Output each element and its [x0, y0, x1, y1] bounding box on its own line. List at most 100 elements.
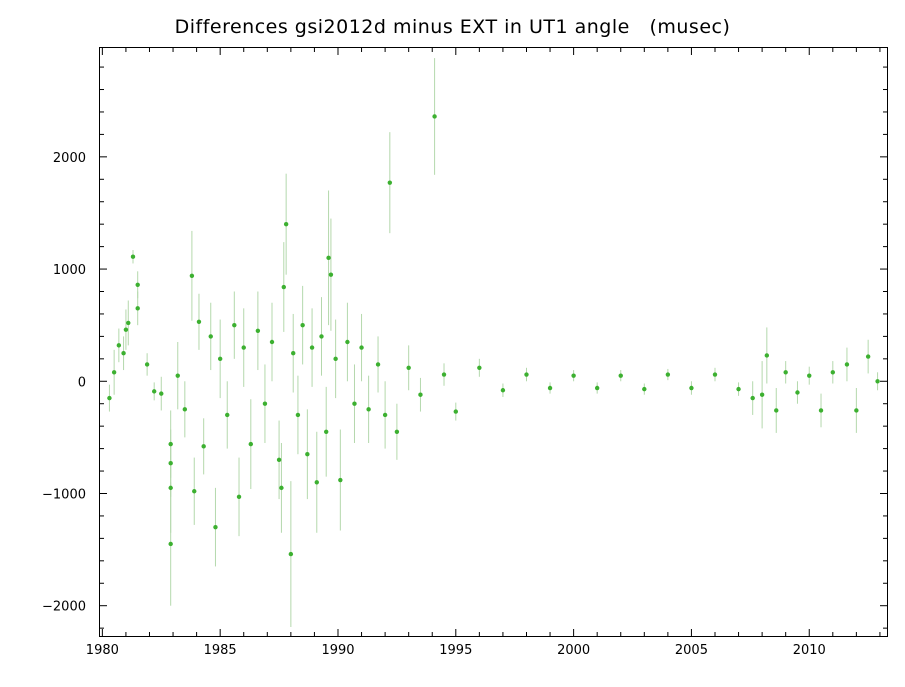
data-point: [500, 388, 506, 393]
data-point: [406, 365, 411, 371]
data-point: [642, 386, 647, 392]
data-point: [865, 354, 871, 359]
data-point: [844, 362, 850, 367]
data-point: [121, 351, 126, 356]
data-point: [665, 372, 671, 377]
data-point: [338, 477, 343, 483]
data-point: [168, 541, 173, 547]
data-point: [382, 412, 388, 418]
data-point: [107, 395, 112, 401]
data-point: [830, 370, 836, 375]
data-point: [168, 485, 173, 491]
data-point: [453, 409, 458, 414]
label-layer: 1980 1985 1990 1995 2000 2005 2010 −2000 −1000 0 1…: [42, 151, 826, 658]
data-point: [281, 284, 286, 290]
data-point: [111, 370, 117, 375]
data-point: [418, 392, 423, 397]
data-point: [168, 441, 173, 447]
data-point: [319, 334, 324, 339]
y-tick-label: −1000: [42, 487, 86, 502]
data-point: [175, 373, 180, 378]
data-point: [571, 373, 576, 378]
data-point: [295, 412, 301, 418]
tick-layer: [100, 48, 887, 636]
plot-frame: [99, 47, 888, 637]
data-point: [130, 254, 136, 259]
data-point: [736, 386, 741, 392]
data-point: [326, 255, 331, 261]
data-point: [324, 429, 329, 434]
data-point: [712, 372, 718, 377]
data-point: [135, 282, 140, 287]
data-point: [689, 385, 694, 391]
x-tick-label: 1985: [204, 643, 237, 658]
data-point: [547, 385, 553, 391]
data-point: [309, 345, 315, 350]
data-point: [255, 328, 261, 333]
errorbar-layer: [108, 58, 879, 628]
data-point: [189, 273, 195, 278]
x-tick-label: 2005: [675, 643, 708, 658]
data-point: [241, 345, 246, 350]
data-point: [359, 345, 364, 350]
data-point: [366, 407, 371, 412]
data-point: [248, 441, 254, 447]
data-point: [168, 460, 173, 466]
data-point: [441, 372, 447, 377]
data-point: [116, 343, 122, 348]
data-point: [269, 339, 275, 345]
x-tick-label: 1980: [86, 643, 119, 658]
data-point: [875, 379, 880, 384]
data-point: [375, 362, 381, 367]
data-point: [291, 351, 296, 356]
data-point: [394, 429, 400, 434]
data-point: [783, 370, 788, 375]
data-point: [126, 320, 131, 326]
x-tick-label: 2000: [557, 643, 590, 658]
data-point: [123, 327, 129, 332]
data-point: [795, 390, 800, 395]
data-point: [477, 365, 482, 371]
y-tick-label: 0: [78, 375, 86, 390]
data-point: [217, 356, 223, 362]
data-point: [300, 322, 305, 328]
data-point: [213, 524, 218, 530]
data-point: [201, 444, 206, 449]
data-point: [192, 489, 197, 494]
data-point: [182, 407, 188, 412]
data-point: [432, 114, 437, 119]
x-tick-label: 2010: [793, 643, 826, 658]
data-point: [288, 551, 294, 557]
y-tick-label: 1000: [53, 263, 86, 278]
data-point: [151, 389, 157, 394]
x-tick-label: 1990: [321, 643, 354, 658]
data-point: [159, 391, 164, 396]
data-point: [276, 457, 282, 463]
data-point: [333, 356, 338, 362]
data-point: [208, 334, 213, 339]
x-tick-label: 1995: [439, 643, 472, 658]
data-point: [387, 180, 393, 185]
data-point: [818, 408, 824, 413]
chart-title: Differences gsi2012d minus EXT in UT1 an…: [174, 16, 731, 38]
data-point: [750, 395, 755, 401]
data-point: [352, 401, 357, 406]
data-point: [305, 452, 310, 457]
y-tick-label: 2000: [53, 151, 86, 166]
data-point: [232, 322, 237, 328]
data-point: [262, 401, 268, 406]
data-point: [854, 408, 859, 413]
data-point: [283, 221, 289, 227]
data-point: [807, 373, 812, 378]
data-point: [314, 480, 319, 485]
point-layer: [107, 114, 880, 557]
data-point: [764, 353, 770, 358]
data-point: [328, 272, 334, 277]
data-point: [618, 373, 623, 378]
y-tick-label: −2000: [42, 600, 86, 615]
data-point: [524, 372, 529, 377]
data-point: [279, 485, 284, 491]
data-point: [144, 362, 150, 367]
data-point: [759, 392, 765, 397]
